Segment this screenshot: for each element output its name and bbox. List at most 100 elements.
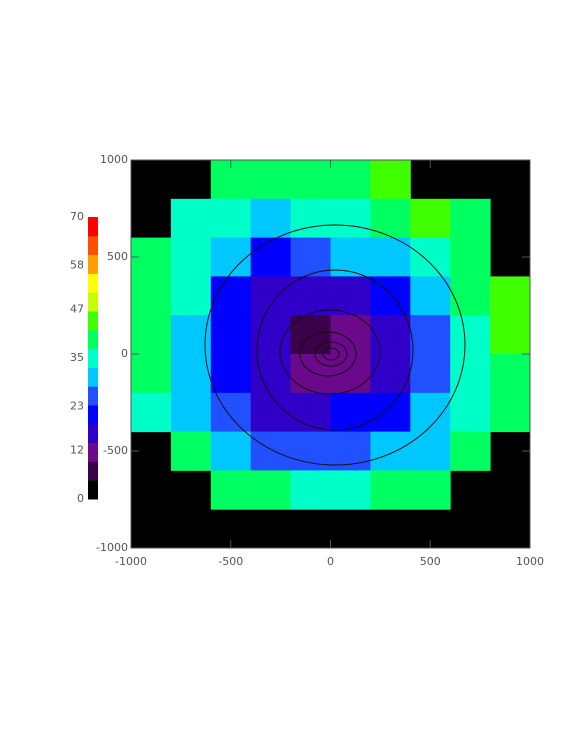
heatmap-cell bbox=[250, 354, 292, 394]
heatmap-cell bbox=[250, 276, 292, 316]
heatmap-cell bbox=[330, 160, 371, 200]
x-tick-label: 0 bbox=[327, 555, 334, 568]
heatmap-cell bbox=[450, 431, 491, 471]
heatmap-cell bbox=[410, 470, 451, 510]
heatmap-cell bbox=[330, 354, 371, 394]
colorbar-tick-label: 23 bbox=[70, 399, 84, 412]
heatmap-cell bbox=[210, 315, 252, 355]
heatmap-cell bbox=[410, 237, 451, 277]
colorbar-band bbox=[88, 367, 98, 387]
heatmap-cell bbox=[370, 470, 411, 510]
heatmap-cell bbox=[490, 354, 530, 394]
colorbar-tick-label: 0 bbox=[77, 492, 84, 505]
heatmap-cell bbox=[370, 392, 411, 433]
heatmap-cell bbox=[410, 276, 451, 316]
colorbar-band bbox=[88, 217, 98, 237]
heatmap-cell bbox=[330, 237, 371, 277]
heatmap-cell bbox=[170, 276, 212, 316]
heatmap-cell bbox=[290, 470, 331, 510]
heatmap-cell bbox=[370, 160, 411, 200]
y-tick-label: 0 bbox=[121, 347, 128, 360]
colorbar-tick-label: 47 bbox=[70, 303, 84, 316]
colorbar-band bbox=[88, 329, 98, 350]
heatmap-cell bbox=[490, 392, 530, 433]
heatmap-cell bbox=[170, 237, 212, 277]
heatmap-cell bbox=[410, 431, 451, 471]
heatmap-cell bbox=[370, 431, 411, 471]
heatmap-cell bbox=[370, 315, 411, 355]
heatmap-cell bbox=[131, 315, 172, 355]
heatmap-cell bbox=[450, 237, 491, 277]
heatmap-cell bbox=[290, 198, 331, 239]
heatmap-cell bbox=[250, 160, 292, 200]
heatmap-cell bbox=[330, 276, 371, 316]
colorbar-band bbox=[88, 405, 98, 425]
heatmap-cell bbox=[370, 354, 411, 394]
heatmap-cell bbox=[250, 198, 292, 239]
heatmap-cell bbox=[131, 354, 172, 394]
x-tick-label: 500 bbox=[420, 555, 441, 568]
colorbar-band bbox=[88, 423, 98, 444]
heatmap-cell bbox=[330, 315, 371, 355]
heatmap-cell bbox=[170, 198, 212, 239]
x-tick-label: -500 bbox=[218, 555, 243, 568]
heatmap bbox=[131, 160, 530, 548]
heatmap-cell bbox=[450, 198, 491, 239]
axes: -1000 -500 0 500 1000 -1000 -500 0 500 1000 bbox=[96, 153, 544, 568]
y-tick-label: 1000 bbox=[100, 153, 128, 166]
heatmap-cell bbox=[250, 470, 292, 510]
heatmap-cell bbox=[210, 392, 252, 433]
heatmap-cell bbox=[210, 276, 252, 316]
heatmap-cell bbox=[170, 392, 212, 433]
colorbar-tick-label: 12 bbox=[70, 444, 84, 457]
heatmap-cell bbox=[210, 354, 252, 394]
colorbar: 0 12 23 35 47 58 70 bbox=[70, 210, 98, 505]
colorbar-band bbox=[88, 461, 98, 481]
colorbar-band bbox=[88, 386, 98, 406]
heatmap-cell bbox=[370, 198, 411, 239]
heatmap-cell bbox=[131, 276, 172, 316]
colorbar-band bbox=[88, 442, 98, 462]
heatmap-cell bbox=[290, 315, 331, 355]
heatmap-cell bbox=[170, 354, 212, 394]
colorbar-band bbox=[88, 292, 98, 312]
heatmap-cell bbox=[490, 315, 530, 355]
heatmap-cell bbox=[170, 431, 212, 471]
colorbar-tick-label: 35 bbox=[70, 351, 84, 364]
heatmap-cell bbox=[290, 160, 331, 200]
heatmap-cell bbox=[330, 470, 371, 510]
colorbar-tick-label: 70 bbox=[70, 210, 84, 223]
contours bbox=[204, 224, 466, 466]
x-tick-label: -1000 bbox=[115, 555, 147, 568]
heatmap-cell bbox=[250, 392, 292, 433]
y-tick-label: -1000 bbox=[96, 541, 128, 554]
heatmap-cell bbox=[131, 392, 172, 433]
colorbar-band bbox=[88, 273, 98, 293]
y-tick-label: -500 bbox=[103, 444, 128, 457]
heatmap-cell bbox=[450, 315, 491, 355]
heatmap-cell bbox=[290, 354, 331, 394]
heatmap-cell bbox=[210, 470, 252, 510]
heatmap-cell bbox=[490, 276, 530, 316]
colorbar-band bbox=[88, 311, 98, 331]
heatmap-cell bbox=[210, 237, 252, 277]
colorbar-tick-label: 58 bbox=[70, 258, 84, 271]
x-tick-label: 1000 bbox=[516, 555, 544, 568]
colorbar-band bbox=[88, 235, 98, 256]
colorbar-band bbox=[88, 254, 98, 274]
colorbar-band bbox=[88, 348, 98, 368]
heatmap-cell bbox=[210, 198, 252, 239]
heatmap-cell bbox=[410, 198, 451, 239]
heatmap-cell bbox=[410, 392, 451, 433]
heatmap-cell bbox=[250, 431, 292, 471]
heatmap-cell bbox=[410, 315, 451, 355]
heatmap-cell bbox=[330, 198, 371, 239]
heatmap-cell bbox=[450, 276, 491, 316]
heatmap-cell bbox=[250, 237, 292, 277]
heatmap-cell bbox=[450, 392, 491, 433]
y-tick-label: 500 bbox=[107, 250, 128, 263]
heatmap-cell bbox=[290, 276, 331, 316]
heatmap-cell bbox=[330, 392, 371, 433]
heatmap-cell bbox=[370, 237, 411, 277]
